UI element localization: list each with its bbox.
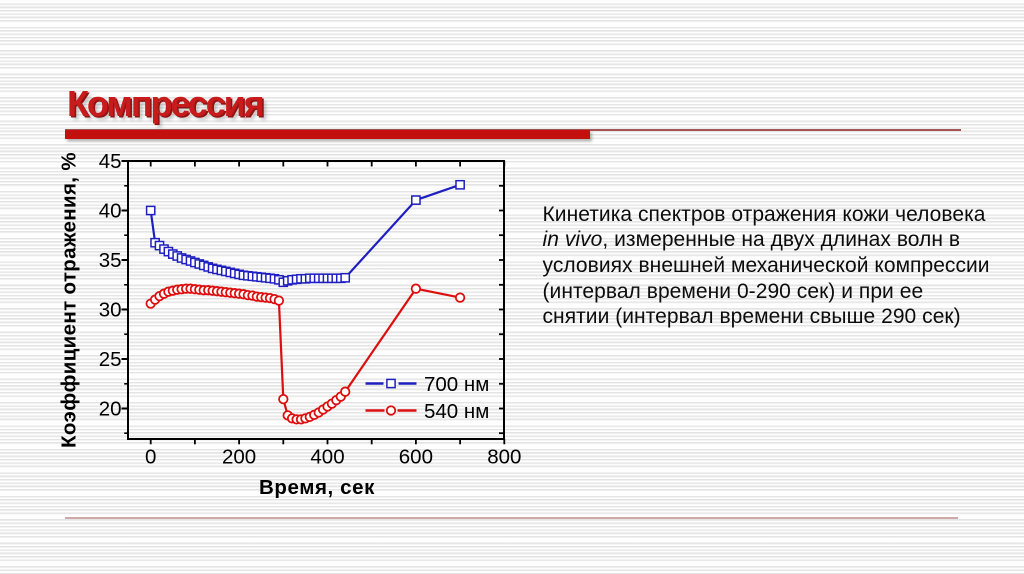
svg-text:30: 30 [99,299,122,322]
svg-text:40: 40 [99,200,122,223]
svg-text:Время, сек: Время, сек [259,476,375,499]
svg-text:45: 45 [99,150,122,173]
svg-text:600: 600 [399,446,433,469]
svg-text:800: 800 [487,446,521,469]
svg-text:0: 0 [145,446,156,469]
svg-text:400: 400 [310,446,344,469]
svg-text:540 нм: 540 нм [424,400,489,423]
svg-text:Коэффициент отражения, %: Коэффициент отражения, % [58,152,81,448]
svg-text:20: 20 [99,398,122,421]
svg-text:200: 200 [222,446,256,469]
svg-text:25: 25 [99,348,122,371]
svg-text:35: 35 [99,249,122,272]
svg-text:700 нм: 700 нм [424,373,489,396]
